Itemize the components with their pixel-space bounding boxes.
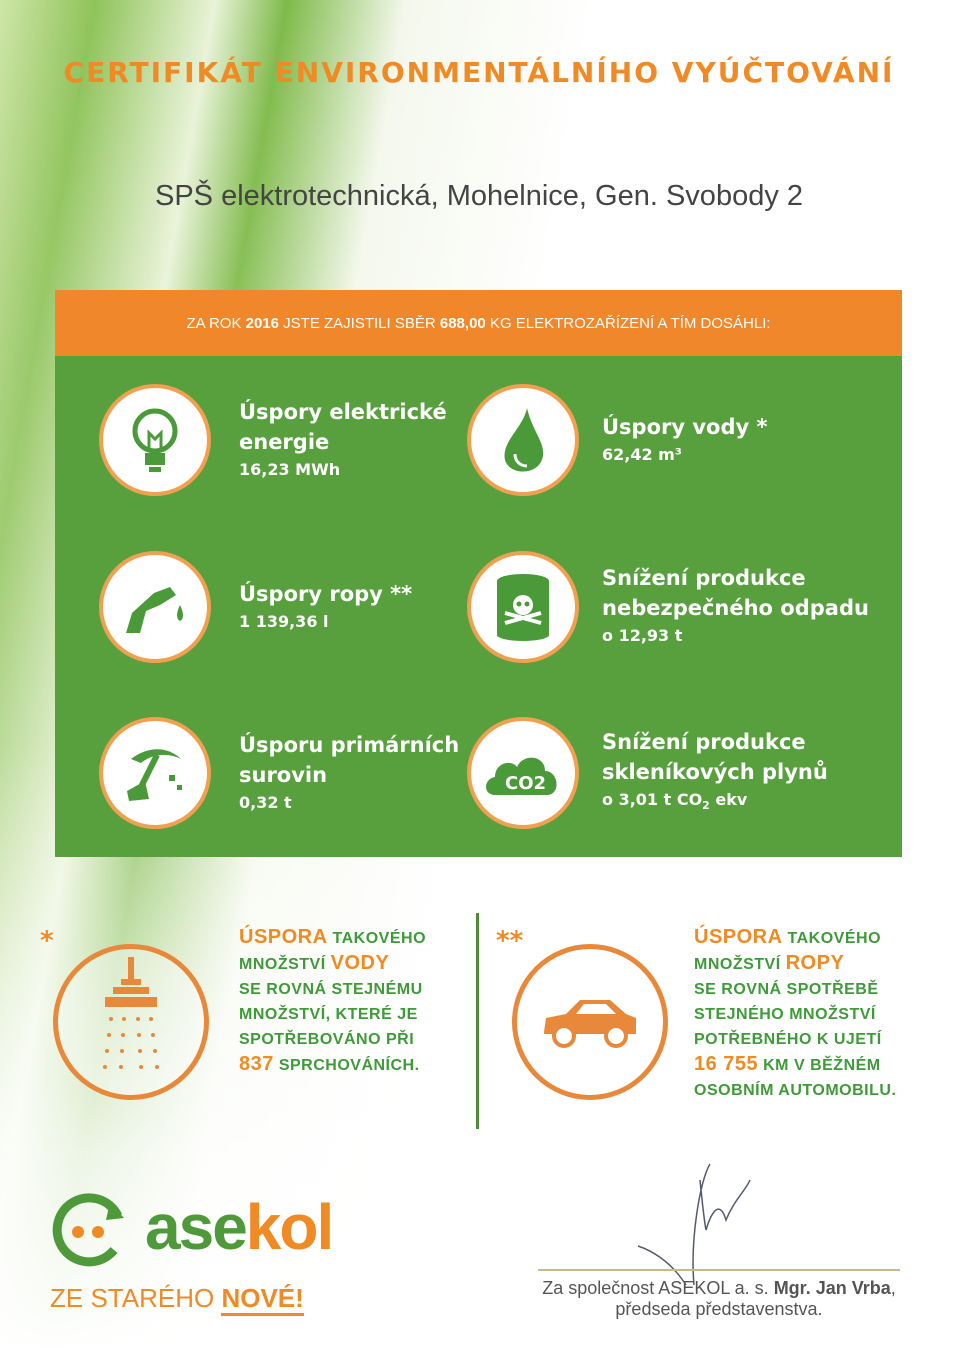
item-oil: Úspory ropy ** 1 139,36 l <box>239 579 412 635</box>
item-value: o 3,01 t CO2 ekv <box>602 787 828 819</box>
note-text: MNOŽSTVÍ, KTERÉ JE <box>239 1006 418 1023</box>
signatory: Za společnost ASEKOL a. s. Mgr. Jan Vrba… <box>534 1278 904 1320</box>
note-text: SPOTŘEBOVÁNO PŘI <box>239 1031 415 1048</box>
item-heading: skleníkových plynů <box>602 760 828 784</box>
recipient-name: SPŠ elektrotechnická, Mohelnice, Gen. Sv… <box>154 180 804 212</box>
signature-text: Za společnost ASEKOL a. s. <box>542 1278 774 1298</box>
note-text: POTŘEBNÉHO K UJETÍ <box>694 1031 882 1048</box>
item-value: 1 139,36 l <box>239 612 329 631</box>
signature-text: , <box>890 1278 896 1298</box>
note-text: SE ROVNÁ SPOTŘEBĚ <box>694 981 879 998</box>
item-value: 16,23 MWh <box>239 460 341 479</box>
logo-text: ase <box>145 1191 248 1263</box>
value-text: o 3,01 t CO <box>602 790 703 809</box>
slogan-text: ZE STARÉHO <box>50 1283 222 1313</box>
pickaxe-icon <box>99 717 211 829</box>
shower-icon <box>53 944 209 1100</box>
item-value: 62,42 m³ <box>602 445 682 464</box>
co2-cloud-icon: CO2 <box>467 717 579 829</box>
note-text: TAKOVÉHO <box>327 930 427 947</box>
value-subscript: 2 <box>702 799 710 813</box>
item-heading: Úspory elektrické <box>239 400 447 424</box>
item-heading: surovin <box>239 763 328 787</box>
banner-amount: 688,00 <box>439 315 486 332</box>
item-heading: nebezpečného odpadu <box>602 596 869 620</box>
item-water: Úspory vody * 62,42 m³ <box>602 412 768 468</box>
slogan-highlight: NOVÉ! <box>221 1283 304 1316</box>
note-number: 16 755 <box>694 1053 759 1075</box>
note-highlight: ROPY <box>785 952 845 974</box>
note-text: STEJNÉHO MNOŽSTVÍ <box>694 1006 876 1023</box>
note-text: MNOŽSTVÍ <box>239 956 331 973</box>
note-text: TAKOVÉHO <box>782 930 882 947</box>
item-heading: Snížení produkce <box>602 730 806 754</box>
lightbulb-icon <box>99 384 211 496</box>
item-value: o 12,93 t <box>602 626 683 645</box>
fuel-nozzle-icon <box>99 551 211 663</box>
water-note: ÚSPORA TAKOVÉHO MNOŽSTVÍ VODY SE ROVNÁ S… <box>239 925 426 1078</box>
value-text: ekv <box>709 790 748 809</box>
item-heading: Úsporu primárních <box>239 733 460 757</box>
note-number: 837 <box>239 1053 274 1075</box>
co2-label: CO2 <box>505 773 546 794</box>
item-heading: Úspory vody * <box>602 415 768 439</box>
item-hazardous-waste: Snížení produkce nebezpečného odpadu o 12,… <box>602 563 869 649</box>
signature-line <box>538 1269 900 1271</box>
note-text: SE ROVNÁ STEJNÉMU <box>239 981 423 998</box>
oil-note: ÚSPORA TAKOVÉHO MNOŽSTVÍ ROPY SE ROVNÁ S… <box>694 925 896 1103</box>
divider <box>476 913 479 1129</box>
water-note-star: * <box>40 926 54 956</box>
banner-year: 2016 <box>245 315 279 332</box>
asekol-logo <box>48 1188 130 1274</box>
signatory-role: předseda představenstva. <box>615 1299 823 1319</box>
item-greenhouse-gases: Snížení produkce skleníkových plynů o 3,01… <box>602 727 828 819</box>
car-icon <box>512 944 668 1100</box>
item-heading: energie <box>239 430 330 454</box>
item-raw-materials: Úsporu primárních surovin 0,32 t <box>239 730 459 816</box>
item-heading: Úspory ropy ** <box>239 582 413 606</box>
banner-text: JSTE ZAJISTILI SBĚR <box>279 315 440 332</box>
logo-text: kol <box>245 1191 334 1263</box>
note-text: KM V BĚŽNÉM <box>758 1057 881 1074</box>
logo-slogan: ZE STARÉHO NOVÉ! <box>50 1283 304 1316</box>
toxic-barrel-icon <box>467 551 579 663</box>
banner-text: ZA ROK <box>186 315 246 332</box>
signatory-name: Mgr. Jan Vrba <box>773 1278 891 1298</box>
item-heading: Snížení produkce <box>602 566 806 590</box>
item-value: 0,32 t <box>239 793 292 812</box>
recycle-face-icon <box>52 1193 124 1267</box>
certificate-title: CERTIFIKÁT ENVIRONMENTÁLNÍHO VYÚČTOVÁNÍ <box>63 56 895 89</box>
note-text: MNOŽSTVÍ <box>694 956 786 973</box>
logo-wordmark: asekol <box>145 1190 334 1264</box>
oil-note-star: ** <box>496 926 524 956</box>
results-banner: ZA ROK 2016 JSTE ZAJISTILI SBĚR 688,00 K… <box>55 290 902 356</box>
note-highlight: ÚSPORA <box>239 926 328 948</box>
note-text: OSOBNÍM AUTOMOBILU. <box>694 1082 897 1099</box>
banner-text: KG ELEKTROZAŘÍZENÍ A TÍM DOSÁHLI: <box>485 315 771 332</box>
note-highlight: ÚSPORA <box>694 926 783 948</box>
water-drop-icon <box>467 384 579 496</box>
note-text: SPRCHOVÁNÍCH. <box>273 1057 420 1074</box>
item-electricity: Úspory elektrické energie 16,23 MWh <box>239 397 447 483</box>
note-highlight: VODY <box>330 952 390 974</box>
